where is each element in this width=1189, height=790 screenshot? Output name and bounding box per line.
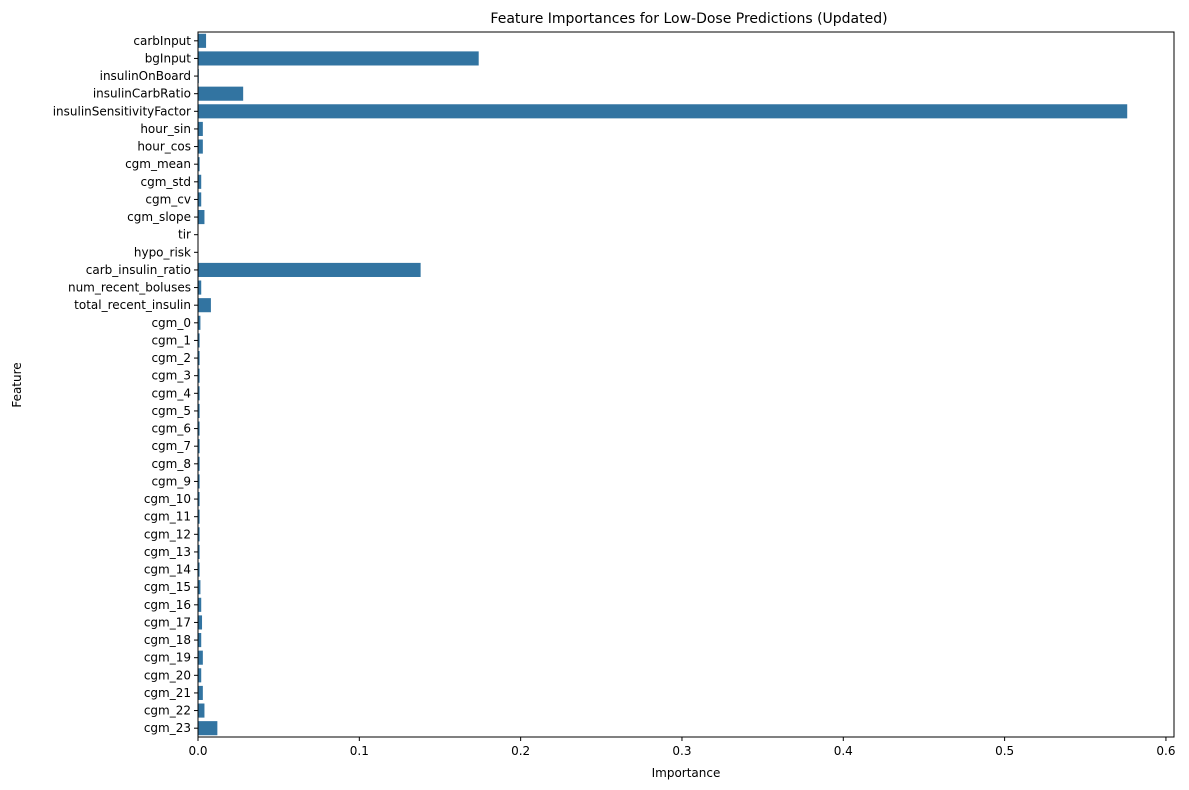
y-tick-label: cgm_11 bbox=[144, 510, 191, 524]
y-tick-label: cgm_10 bbox=[144, 492, 191, 506]
bar-insulinCarbRatio bbox=[198, 86, 244, 101]
y-tick-label: hour_sin bbox=[140, 122, 191, 136]
bar-cgm_slope bbox=[198, 210, 205, 225]
x-tick-label: 0.3 bbox=[672, 744, 691, 758]
bars-group bbox=[198, 33, 1128, 736]
bar-cgm_1 bbox=[198, 333, 200, 348]
y-tick-label: cgm_slope bbox=[127, 210, 191, 224]
y-tick-label: cgm_18 bbox=[144, 633, 191, 647]
x-tick-label: 0.6 bbox=[1156, 744, 1175, 758]
x-axis-ticks: 0.0 0.1 0.2 0.3 0.4 0.5 0.6 bbox=[188, 737, 1175, 758]
y-tick-label: cgm_16 bbox=[144, 598, 191, 612]
y-tick-label: cgm_21 bbox=[144, 686, 191, 700]
bar-cgm_15 bbox=[198, 580, 201, 595]
plot-area-frame bbox=[197, 31, 1175, 738]
bar-cgm_6 bbox=[198, 421, 200, 436]
bar-cgm_0 bbox=[198, 315, 201, 330]
bar-cgm_14 bbox=[198, 562, 200, 577]
bar-cgm_13 bbox=[198, 544, 200, 559]
y-tick-label: tir bbox=[178, 228, 191, 242]
y-tick-label: cgm_5 bbox=[151, 404, 191, 418]
y-tick-label: cgm_23 bbox=[144, 721, 191, 735]
bar-cgm_8 bbox=[198, 456, 200, 471]
y-tick-label: cgm_20 bbox=[144, 668, 191, 682]
bar-cgm_7 bbox=[198, 439, 200, 454]
bar-carb_insulin_ratio bbox=[198, 262, 421, 277]
bar-cgm_9 bbox=[198, 474, 200, 489]
bar-cgm_20 bbox=[198, 668, 202, 683]
y-tick-label: carbInput bbox=[133, 34, 191, 48]
bar-cgm_18 bbox=[198, 633, 202, 648]
y-tick-label: cgm_7 bbox=[151, 439, 191, 453]
y-tick-label: cgm_13 bbox=[144, 545, 191, 559]
bar-cgm_2 bbox=[198, 351, 200, 366]
x-axis-label: Importance bbox=[652, 766, 721, 780]
y-tick-label: cgm_3 bbox=[151, 369, 191, 383]
y-tick-label: cgm_std bbox=[141, 175, 191, 189]
y-axis-label: Feature bbox=[10, 362, 24, 407]
x-tick-label: 0.5 bbox=[995, 744, 1014, 758]
y-tick-label: cgm_22 bbox=[144, 704, 191, 718]
y-tick-label: cgm_6 bbox=[151, 422, 191, 436]
y-tick-label: cgm_8 bbox=[151, 457, 191, 471]
y-tick-label: insulinCarbRatio bbox=[93, 87, 191, 101]
x-tick-label: 0.0 bbox=[188, 744, 207, 758]
chart-title: Feature Importances for Low-Dose Predict… bbox=[490, 11, 887, 27]
bar-hour_sin bbox=[198, 121, 203, 136]
x-tick-label: 0.4 bbox=[834, 744, 853, 758]
y-tick-label: hour_cos bbox=[137, 140, 191, 154]
y-axis-ticks: carbInput bgInput insulinOnBoard insulinCar… bbox=[53, 34, 198, 735]
bar-cgm_23 bbox=[198, 721, 218, 736]
y-tick-label: cgm_19 bbox=[144, 651, 191, 665]
x-tick-label: 0.2 bbox=[511, 744, 530, 758]
bar-total_recent_insulin bbox=[198, 298, 211, 313]
y-tick-label: hypo_risk bbox=[134, 245, 191, 259]
bar-cgm_4 bbox=[198, 386, 200, 401]
y-tick-label: cgm_15 bbox=[144, 580, 191, 594]
bar-insulinSensitivityFactor bbox=[198, 104, 1128, 119]
y-tick-label: cgm_0 bbox=[151, 316, 191, 330]
y-tick-label: cgm_cv bbox=[145, 192, 191, 206]
bar-cgm_std bbox=[198, 174, 202, 189]
y-tick-label: bgInput bbox=[145, 51, 192, 65]
bar-bgInput bbox=[198, 51, 479, 66]
bar-cgm_cv bbox=[198, 192, 202, 207]
y-tick-label: cgm_4 bbox=[151, 386, 191, 400]
y-tick-label: num_recent_boluses bbox=[68, 281, 191, 295]
y-tick-label: total_recent_insulin bbox=[74, 298, 191, 312]
bar-cgm_11 bbox=[198, 509, 200, 524]
y-tick-label: carb_insulin_ratio bbox=[86, 263, 191, 277]
bar-cgm_21 bbox=[198, 685, 203, 700]
bar-cgm_3 bbox=[198, 368, 200, 383]
x-tick-label: 0.1 bbox=[350, 744, 369, 758]
bar-cgm_5 bbox=[198, 403, 200, 418]
y-tick-label: cgm_17 bbox=[144, 615, 191, 629]
y-tick-label: cgm_1 bbox=[151, 333, 191, 347]
y-tick-label: insulinSensitivityFactor bbox=[53, 104, 191, 118]
bar-cgm_22 bbox=[198, 703, 205, 718]
bar-cgm_16 bbox=[198, 597, 202, 612]
bar-cgm_12 bbox=[198, 527, 200, 542]
y-tick-label: cgm_12 bbox=[144, 527, 191, 541]
bar-cgm_10 bbox=[198, 492, 200, 507]
bar-cgm_19 bbox=[198, 650, 203, 665]
bar-hour_cos bbox=[198, 139, 203, 154]
y-tick-label: cgm_2 bbox=[151, 351, 191, 365]
y-tick-label: cgm_mean bbox=[125, 157, 191, 171]
y-tick-label: insulinOnBoard bbox=[100, 69, 191, 83]
bar-cgm_mean bbox=[198, 157, 200, 172]
bar-carbInput bbox=[198, 33, 207, 48]
y-tick-label: cgm_14 bbox=[144, 563, 191, 577]
bar-num_recent_boluses bbox=[198, 280, 202, 295]
bar-cgm_17 bbox=[198, 615, 203, 630]
y-tick-label: cgm_9 bbox=[151, 474, 191, 488]
